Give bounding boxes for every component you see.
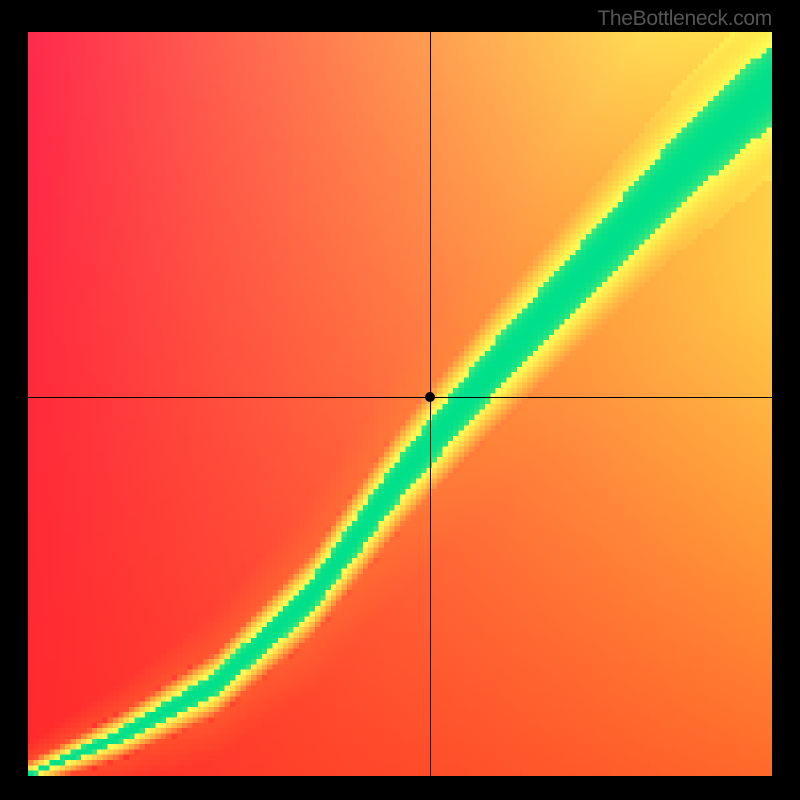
heatmap-canvas (28, 32, 772, 776)
heatmap-plot (28, 32, 772, 776)
chart-container: TheBottleneck.com (0, 0, 800, 800)
watermark-text: TheBottleneck.com (597, 7, 772, 31)
crosshair-marker (425, 392, 435, 402)
crosshair-vertical (430, 32, 431, 776)
crosshair-horizontal (28, 397, 772, 398)
